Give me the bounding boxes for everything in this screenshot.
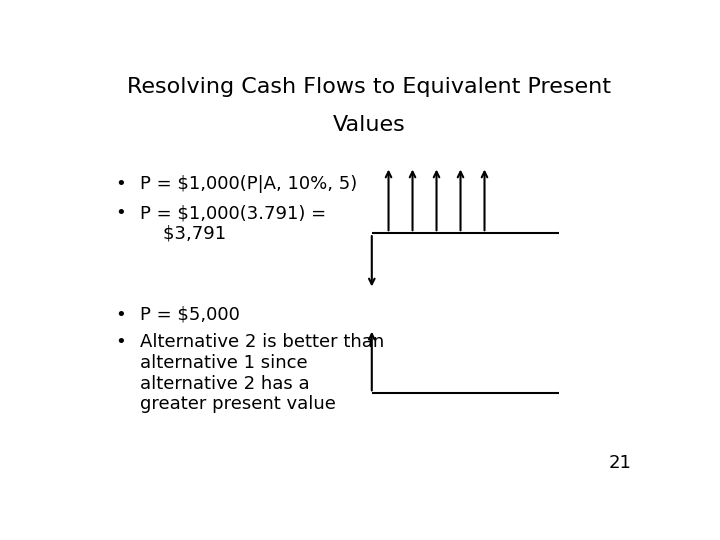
- Text: Alternative 2 is better than
alternative 1 since
alternative 2 has a
greater pre: Alternative 2 is better than alternative…: [140, 333, 384, 414]
- Text: Values: Values: [333, 114, 405, 134]
- Text: •: •: [115, 333, 126, 351]
- Text: P = $1,000(P|A, 10%, 5): P = $1,000(P|A, 10%, 5): [140, 175, 357, 193]
- Text: P = $5,000: P = $5,000: [140, 306, 240, 324]
- Text: •: •: [115, 175, 126, 193]
- Text: •: •: [115, 204, 126, 222]
- Text: 21: 21: [608, 454, 631, 472]
- Text: •: •: [115, 306, 126, 324]
- Text: Resolving Cash Flows to Equivalent Present: Resolving Cash Flows to Equivalent Prese…: [127, 77, 611, 97]
- Text: P = $1,000(3.791) =
    $3,791: P = $1,000(3.791) = $3,791: [140, 204, 326, 243]
